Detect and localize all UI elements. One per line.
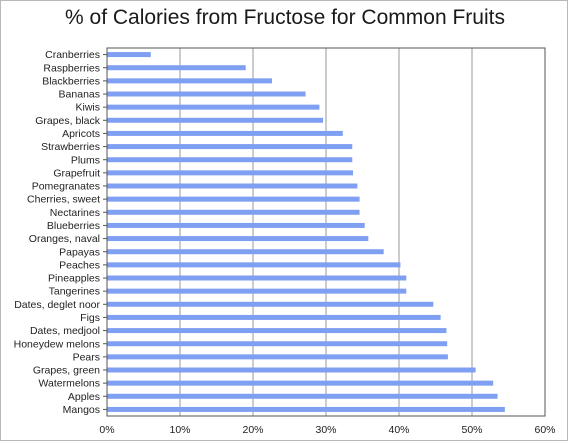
x-tick-label: 60% — [534, 424, 555, 436]
category-label: Papayas — [59, 246, 100, 258]
category-label: Pears — [73, 351, 100, 363]
category-label: Bananas — [59, 89, 100, 101]
bar — [107, 209, 360, 215]
category-label: Watermelons — [39, 378, 100, 390]
category-label: Figs — [80, 312, 100, 324]
bar — [107, 222, 365, 228]
bar — [107, 393, 498, 399]
bar — [107, 170, 354, 176]
category-label: Grapes, black — [35, 115, 101, 127]
bar — [107, 341, 448, 347]
bar — [107, 314, 441, 320]
bar — [107, 91, 306, 97]
category-label: Apples — [68, 391, 100, 403]
x-tick-label: 20% — [242, 424, 263, 436]
bar — [107, 52, 151, 58]
category-label: Pomegranates — [32, 181, 100, 193]
category-label: Tangerines — [49, 286, 100, 298]
category-label: Apricots — [62, 128, 100, 140]
category-label: Grapefruit — [53, 167, 100, 179]
bar — [107, 236, 369, 242]
category-label: Kiwis — [75, 102, 100, 114]
bar — [107, 196, 360, 202]
category-label: Strawberries — [41, 141, 100, 153]
bar — [107, 288, 407, 294]
category-label: Blackberries — [42, 75, 100, 87]
x-tick-label: 50% — [461, 424, 482, 436]
bar — [107, 65, 246, 71]
category-label: Plums — [71, 154, 100, 166]
bar — [107, 183, 358, 189]
category-label: Peaches — [59, 259, 100, 271]
category-label: Dates, medjool — [30, 325, 100, 337]
category-label: Cherries, sweet — [27, 194, 100, 206]
bar — [107, 406, 505, 412]
bar — [107, 380, 494, 386]
bar — [107, 262, 401, 268]
category-label: Honeydew melons — [14, 338, 100, 350]
bar — [107, 144, 353, 150]
x-tick-label: 40% — [388, 424, 409, 436]
category-label: Dates, deglet noor — [14, 299, 100, 311]
category-label: Nectarines — [50, 207, 100, 219]
x-tick-label: 0% — [99, 424, 114, 436]
bar — [107, 249, 384, 255]
plot-area-border — [106, 47, 546, 417]
category-label: Blueberries — [47, 220, 100, 232]
bar — [107, 301, 434, 307]
bar — [107, 130, 343, 136]
category-label: Grapes, green — [33, 365, 100, 377]
bar — [107, 78, 272, 84]
bar — [107, 275, 407, 281]
x-tick-label: 10% — [169, 424, 190, 436]
chart-title: % of Calories from Fructose for Common F… — [65, 6, 505, 29]
bar — [107, 367, 476, 373]
category-label: Oranges, naval — [29, 233, 100, 245]
category-label: Pineapples — [48, 273, 100, 285]
category-label: Mangos — [63, 404, 100, 416]
bar — [107, 157, 353, 163]
x-tick-label: 30% — [315, 424, 336, 436]
category-label: Raspberries — [43, 62, 100, 74]
bar — [107, 354, 448, 360]
bar — [107, 104, 320, 110]
category-label: Cranberries — [45, 49, 100, 61]
bar — [107, 117, 324, 123]
bar — [107, 328, 447, 334]
